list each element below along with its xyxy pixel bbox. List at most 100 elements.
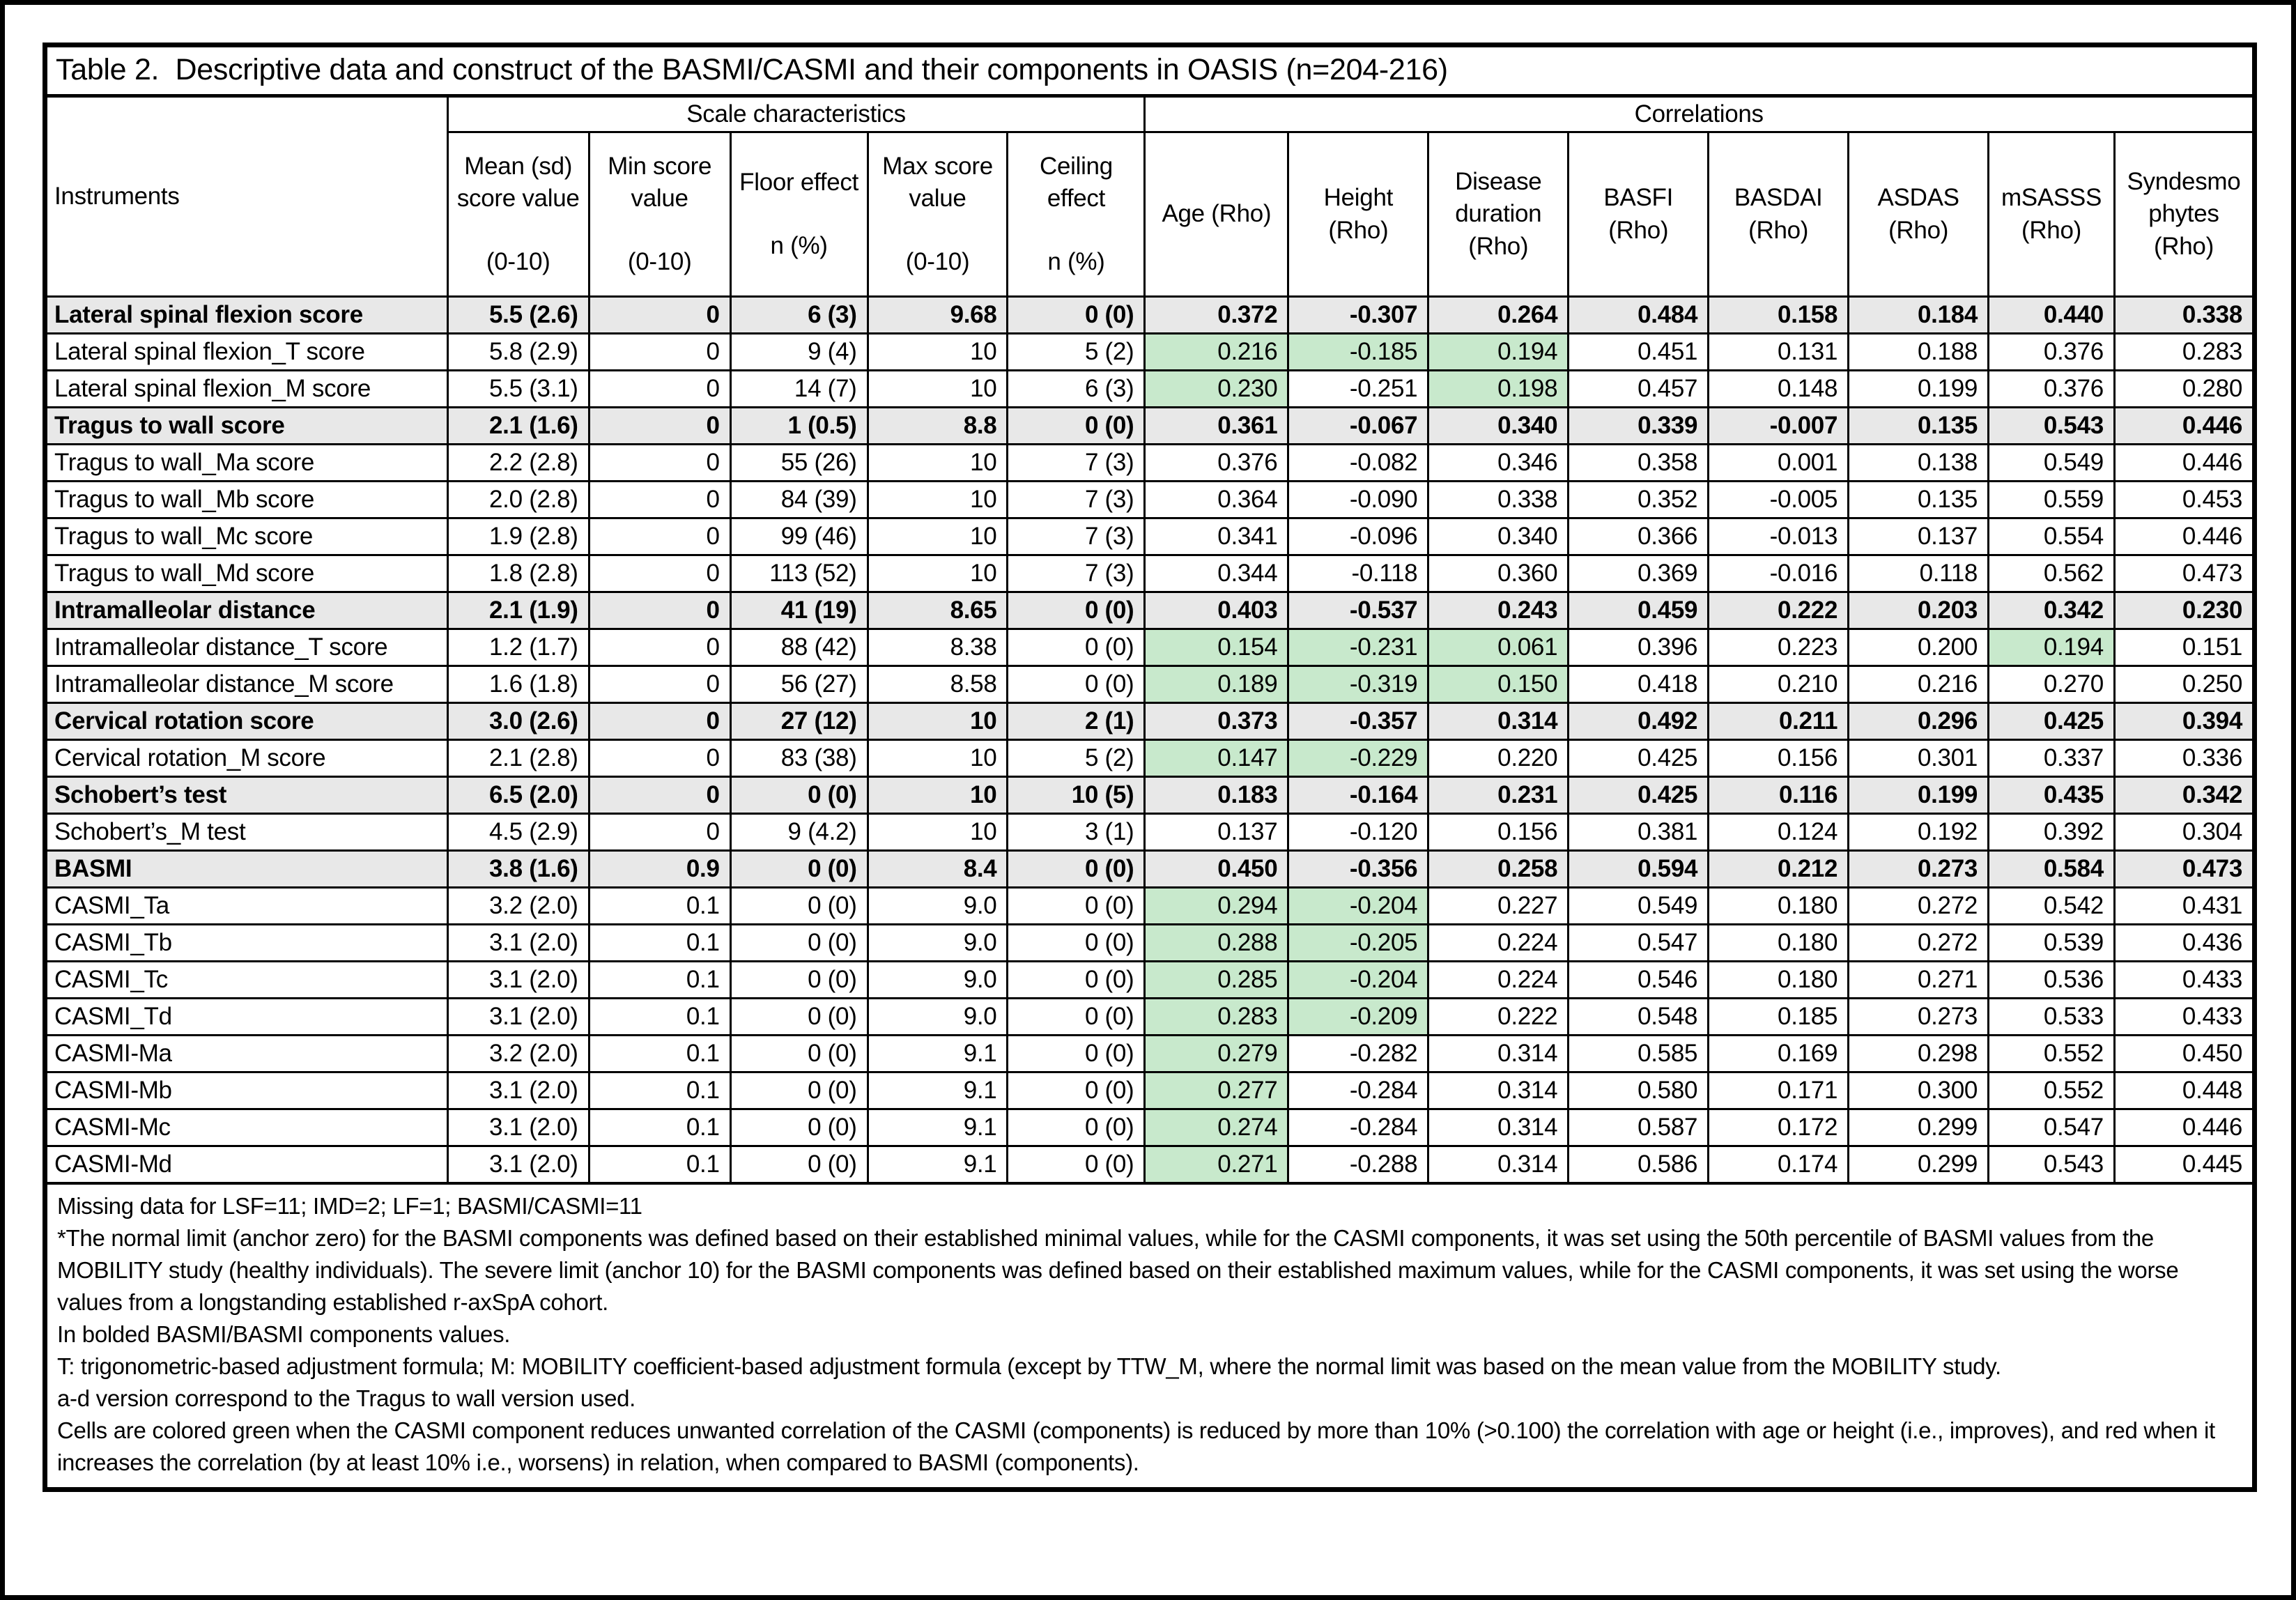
group-header-correlations: Correlations [1143,95,2256,133]
value-cell: 7 (3) [1006,517,1146,556]
table-row: CASMI-Mb 3.1 (2.0) 0.1 0 (0) 9.1 0 (0) 0.277 -0… [44,1071,2256,1110]
value-cell: 9.0 [866,960,1009,999]
value-cell: -0.205 [1287,923,1430,962]
value-cell: 0.230 [2113,591,2256,630]
table-body: Lateral spinal flexion score 5.5 (2.6) 0 6 … [44,295,2256,1184]
value-cell: 0.151 [2113,628,2256,667]
value-cell: 2.2 (2.8) [446,443,590,482]
column-header-sublabel: n (%) [770,231,828,259]
value-cell: 0.473 [2113,554,2256,593]
title-row: Table 2. Descriptive data and construct … [44,44,2256,98]
value-cell: 0.484 [1567,295,1710,334]
instrument-label: Intramalleolar distance_T score [44,628,449,667]
value-cell: 0.543 [1987,406,2116,445]
value-cell: 0.559 [1987,480,2116,519]
value-cell: 0.1 [587,923,732,962]
value-cell: 0.1 [587,886,732,925]
value-cell: 0.366 [1567,517,1710,556]
value-cell: 0.358 [1567,443,1710,482]
value-cell: 0.314 [1427,1108,1570,1147]
column-header: mSASSS (Rho) [1987,131,2116,298]
value-cell: 2.0 (2.8) [446,480,590,519]
instrument-label: CASMI_Tb [44,923,449,962]
value-cell: 0.222 [1427,997,1570,1036]
value-cell: 0.445 [2113,1145,2256,1184]
value-cell: 0.425 [1987,702,2116,741]
table-row: Lateral spinal flexion score 5.5 (2.6) 0 6 … [44,295,2256,334]
value-cell: 0.337 [1987,739,2116,778]
value-cell: 0.199 [1847,369,1990,408]
value-cell: 0.585 [1567,1034,1710,1073]
value-cell: 0.446 [2113,517,2256,556]
column-header-label: Height (Rho) [1323,184,1394,244]
value-cell: 0.147 [1143,739,1290,778]
column-header-sublabel: (0-10) [486,247,550,275]
value-cell: 3.2 (2.0) [446,886,590,925]
value-cell: 0.314 [1427,702,1570,741]
value-cell: 9 (4) [729,332,869,371]
table-row: Tragus to wall_Mc score 1.9 (2.8) 0 99 (46)… [44,517,2256,556]
value-cell: 0.273 [1847,997,1990,1036]
value-cell: 1.9 (2.8) [446,517,590,556]
value-cell: -0.282 [1287,1034,1430,1073]
footnote-bolded-values: In bolded BASMI/BASMI components values. [57,1321,511,1347]
value-cell: 0 (0) [1006,960,1146,999]
column-header: Height (Rho) [1287,131,1430,298]
value-cell: 0.272 [1847,886,1990,925]
value-cell: 0 [587,295,732,334]
value-cell: 0.376 [1987,369,2116,408]
value-cell: 0.536 [1987,960,2116,999]
value-cell: -0.164 [1287,776,1430,815]
column-header: Age (Rho) [1143,131,1290,298]
value-cell: 0.199 [1847,776,1990,815]
value-cell: 5.5 (3.1) [446,369,590,408]
value-cell: 0 [587,332,732,371]
value-cell: 0.403 [1143,591,1290,630]
value-cell: -0.356 [1287,849,1430,889]
value-cell: -0.357 [1287,702,1430,741]
value-cell: 0.250 [2113,665,2256,704]
value-cell: 2 (1) [1006,702,1146,741]
value-cell: 0.172 [1707,1108,1850,1147]
value-cell: 0.446 [2113,406,2256,445]
value-cell: 9.0 [866,886,1009,925]
value-cell: 0.451 [1567,332,1710,371]
table-row: CASMI-Mc 3.1 (2.0) 0.1 0 (0) 9.1 0 (0) 0.274 -0… [44,1108,2256,1147]
value-cell: 2.1 (1.6) [446,406,590,445]
value-cell: 0.296 [1847,702,1990,741]
value-cell: -0.096 [1287,517,1430,556]
table-row: CASMI-Md 3.1 (2.0) 0.1 0 (0) 9.1 0 (0) 0.271 -0… [44,1145,2256,1184]
value-cell: -0.537 [1287,591,1430,630]
value-cell: 0.473 [2113,849,2256,889]
value-cell: 0.138 [1847,443,1990,482]
value-cell: 5 (2) [1006,739,1146,778]
value-cell: 14 (7) [729,369,869,408]
value-cell: 0.264 [1427,295,1570,334]
value-cell: 84 (39) [729,480,869,519]
column-header: ASDAS (Rho) [1847,131,1990,298]
value-cell: 8.8 [866,406,1009,445]
value-cell: 0 (0) [1006,628,1146,667]
value-cell: 0.223 [1707,628,1850,667]
value-cell: 5.5 (2.6) [446,295,590,334]
value-cell: 0.212 [1707,849,1850,889]
value-cell: 0 (0) [729,1071,869,1110]
value-cell: 0 [587,702,732,741]
value-cell: 0.450 [2113,1034,2256,1073]
value-cell: 0.450 [1143,849,1290,889]
value-cell: 0.216 [1143,332,1290,371]
value-cell: 3.1 (2.0) [446,997,590,1036]
column-header-sublabel: n (%) [1047,247,1105,275]
value-cell: 0.231 [1427,776,1570,815]
value-cell: 10 [866,813,1009,852]
value-cell: 0.548 [1567,997,1710,1036]
value-cell: 0.584 [1987,849,2116,889]
value-cell: 0.361 [1143,406,1290,445]
value-cell: 0.446 [2113,443,2256,482]
value-cell: 0.216 [1847,665,1990,704]
value-cell: 0.338 [1427,480,1570,519]
value-cell: 0.200 [1847,628,1990,667]
value-cell: -0.307 [1287,295,1430,334]
value-cell: -0.067 [1287,406,1430,445]
